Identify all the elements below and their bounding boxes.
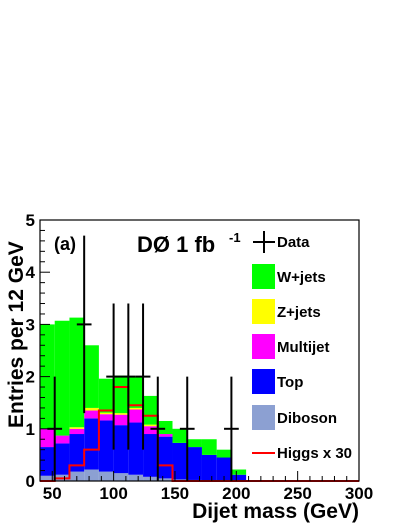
data-point xyxy=(76,235,92,414)
bar-w-jets-5 xyxy=(113,375,129,414)
legend-item-w-jets: W+jets xyxy=(252,264,326,289)
bar-z-jets-5 xyxy=(113,413,129,415)
legend: Data W+jets Z+jets Multijet Top Diboson Higgs … xyxy=(252,231,352,462)
bar-multijet-7 xyxy=(143,426,158,435)
bar-diboson-0 xyxy=(40,475,55,481)
bar-diboson-3 xyxy=(84,469,99,481)
bar-diboson-8 xyxy=(157,478,173,481)
y-axis-title: Entries per 12 GeV xyxy=(5,241,28,428)
bar-top-9 xyxy=(172,442,188,480)
data-point xyxy=(135,303,151,450)
y-tick-label: 4 xyxy=(26,263,36,282)
legend-label: W+jets xyxy=(277,269,326,286)
legend-label: Diboson xyxy=(277,410,337,427)
legend-item-data: Data xyxy=(253,231,310,253)
data-point xyxy=(179,376,195,481)
bar-w-jets-12 xyxy=(216,449,232,458)
bar-w-jets-3 xyxy=(84,345,99,408)
bar-z-jets-3 xyxy=(84,407,99,411)
bar-diboson-4 xyxy=(98,471,114,481)
legend-item-diboson: Diboson xyxy=(252,405,337,430)
bar-multijet-3 xyxy=(84,410,99,419)
x-tick-label: 100 xyxy=(99,484,127,503)
bar-w-jets-7 xyxy=(143,395,158,425)
bar-top-8 xyxy=(157,436,173,479)
bar-w-jets-1 xyxy=(54,320,70,436)
bar-diboson-6 xyxy=(128,474,144,481)
experiment-label: DØ 1 fb xyxy=(137,232,215,257)
x-axis-title: Dijet mass (GeV) xyxy=(192,500,359,523)
x-tick-label: 50 xyxy=(43,484,62,503)
bar-top-2 xyxy=(69,434,85,472)
legend-label: Higgs x 30 xyxy=(277,445,352,462)
bar-w-jets-10 xyxy=(187,439,202,448)
legend-label: Z+jets xyxy=(277,304,321,321)
data-point xyxy=(106,303,121,450)
bar-top-5 xyxy=(113,425,129,474)
bar-multijet-6 xyxy=(128,409,144,423)
legend-item-multijet: Multijet xyxy=(252,334,330,359)
bar-z-jets-6 xyxy=(128,407,144,410)
bar-top-11 xyxy=(201,454,217,481)
y-tick-label: 3 xyxy=(26,315,35,334)
x-tick-label: 200 xyxy=(222,484,250,503)
data-point xyxy=(224,376,239,481)
x-tick-label: 150 xyxy=(161,484,189,503)
y-tick-label: 2 xyxy=(26,368,35,387)
bar-z-jets-7 xyxy=(143,424,158,427)
data-point xyxy=(120,303,136,450)
bar-multijet-8 xyxy=(157,434,173,437)
bar-top-13 xyxy=(231,474,247,481)
bar-diboson-5 xyxy=(113,473,129,481)
legend-item-higgs-x-30: Higgs x 30 xyxy=(252,445,352,462)
legend-label: Data xyxy=(277,234,310,251)
y-tick-label: 5 xyxy=(26,211,35,230)
axis-ticks xyxy=(39,219,360,482)
bar-w-jets-2 xyxy=(69,317,85,428)
bar-w-jets-6 xyxy=(128,376,144,408)
bar-z-jets-4 xyxy=(98,412,114,415)
bar-multijet-1 xyxy=(54,435,70,444)
bar-multijet-2 xyxy=(69,428,85,435)
legend-item-top: Top xyxy=(252,369,303,394)
bar-w-jets-9 xyxy=(172,428,188,443)
y-tick-label: 0 xyxy=(26,472,35,491)
bar-w-jets-4 xyxy=(98,378,114,413)
bar-top-10 xyxy=(187,447,202,480)
x-tick-label: 300 xyxy=(345,484,373,503)
bar-top-0 xyxy=(40,447,55,476)
bar-top-3 xyxy=(84,418,99,470)
bar-w-jets-13 xyxy=(231,469,247,475)
bar-z-jets-2 xyxy=(69,427,85,429)
legend-label: Multijet xyxy=(277,339,330,356)
bar-top-1 xyxy=(54,443,70,475)
tick-labels: 50 100 150 200 250 300 0 1 2 3 4 5 xyxy=(26,211,374,503)
bar-multijet-5 xyxy=(113,414,129,426)
bar-multijet-4 xyxy=(98,414,114,421)
y-tick-label: 1 xyxy=(26,420,35,439)
bar-w-jets-8 xyxy=(157,420,173,435)
legend-label: Top xyxy=(277,374,303,391)
bar-top-4 xyxy=(98,420,114,472)
experiment-label-superscript: -1 xyxy=(229,230,241,245)
x-tick-label: 250 xyxy=(283,484,311,503)
stacked-histogram xyxy=(40,317,247,481)
bar-w-jets-11 xyxy=(201,439,217,455)
data-point xyxy=(150,376,166,481)
data-points xyxy=(47,235,239,481)
bar-multijet-0 xyxy=(40,428,55,448)
bar-top-12 xyxy=(216,457,232,481)
bar-top-6 xyxy=(128,422,144,475)
panel-label: (a) xyxy=(54,234,76,254)
bar-top-7 xyxy=(143,434,158,477)
legend-item-z-jets: Z+jets xyxy=(252,299,321,324)
